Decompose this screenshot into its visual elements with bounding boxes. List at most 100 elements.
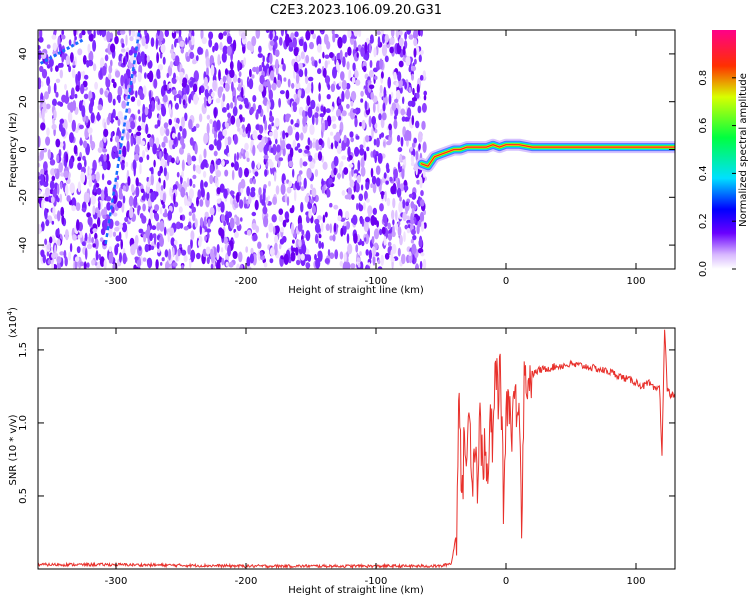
noise-speck: [175, 30, 180, 34]
noise-speck: [61, 34, 66, 40]
noise-speck: [148, 218, 151, 226]
noise-speck: [280, 226, 284, 233]
noise-speck: [350, 100, 354, 107]
noise-speck: [284, 193, 288, 203]
noise-speck: [267, 124, 272, 131]
noise-speck: [408, 87, 412, 93]
noise-speck: [254, 199, 259, 211]
noise-speck: [87, 127, 93, 134]
noise-speck: [315, 139, 320, 151]
noise-speck: [107, 43, 112, 55]
noise-speck: [358, 30, 362, 37]
noise-speck: [135, 131, 142, 136]
noise-speck: [309, 161, 315, 169]
noise-speck: [225, 122, 230, 129]
noise-speck: [68, 65, 72, 73]
noise-speck: [420, 212, 424, 221]
noise-speck: [72, 234, 77, 241]
noise-speck: [116, 127, 120, 136]
noise-speck: [406, 219, 412, 224]
noise-speck: [361, 119, 366, 130]
noise-speck: [333, 167, 337, 176]
noise-speck: [385, 162, 390, 171]
noise-speck: [126, 140, 130, 153]
noise-speck: [377, 152, 383, 164]
noise-speck: [324, 258, 330, 264]
noise-speck: [125, 34, 128, 46]
noise-speck: [391, 102, 397, 111]
noise-speck: [77, 181, 82, 193]
noise-speck: [363, 220, 369, 233]
noise-speck: [279, 90, 285, 95]
noise-speck: [359, 147, 365, 156]
noise-speck: [245, 150, 249, 159]
noise-speck: [81, 30, 86, 36]
noise-speck: [170, 227, 175, 236]
noise-speck: [291, 222, 295, 235]
noise-speck: [307, 201, 313, 210]
noise-speck: [290, 32, 295, 40]
noise-speck: [286, 186, 292, 194]
snr-scale-close: ): [8, 307, 19, 311]
noise-speck: [258, 64, 263, 73]
noise-speck: [374, 75, 378, 80]
noise-speck: [129, 36, 134, 42]
noise-speck: [103, 219, 108, 231]
noise-speck: [337, 215, 342, 222]
noise-speck: [305, 54, 310, 64]
noise-speck: [245, 126, 249, 134]
noise-streak: [39, 38, 85, 65]
colorbar-tick-label: 0.2: [698, 213, 709, 229]
noise-speck: [222, 75, 227, 83]
noise-speck: [100, 189, 105, 202]
noise-speck: [231, 169, 235, 181]
noise-speck: [99, 161, 102, 167]
noise-speck: [157, 30, 160, 36]
noise-speck: [347, 46, 352, 56]
noise-speck: [189, 81, 194, 88]
noise-speck: [412, 30, 419, 40]
noise-speck: [55, 65, 59, 72]
noise-speck: [51, 220, 55, 225]
noise-speck: [281, 139, 286, 150]
noise-speck: [352, 62, 356, 72]
noise-speck: [113, 212, 118, 217]
noise-speck: [411, 97, 418, 102]
noise-speck: [191, 155, 196, 161]
noise-speck: [265, 30, 270, 34]
noise-speck: [292, 104, 297, 113]
noise-speck: [53, 82, 57, 94]
noise-speck: [154, 191, 159, 197]
noise-speck: [195, 123, 200, 129]
noise-speck: [314, 169, 319, 177]
y-tick-label: 40: [18, 48, 29, 61]
noise-speck: [90, 112, 95, 124]
noise-speck: [77, 71, 81, 82]
noise-speck: [122, 145, 127, 158]
noise-speck: [299, 157, 303, 168]
x-tick-label: -200: [235, 576, 258, 587]
noise-speck: [97, 147, 103, 154]
noise-speck: [278, 157, 284, 162]
noise-speck: [200, 30, 204, 40]
noise-speck: [206, 191, 210, 201]
noise-speck: [274, 225, 280, 234]
noise-speck: [156, 222, 161, 231]
noise-speck: [47, 259, 51, 265]
noise-speck: [420, 190, 424, 197]
noise-speck: [179, 243, 182, 248]
noise-speck: [206, 66, 209, 78]
noise-speck: [168, 103, 172, 115]
noise-speck: [373, 228, 380, 240]
noise-speck: [341, 79, 347, 91]
noise-speck: [417, 220, 422, 228]
noise-speck: [156, 241, 160, 249]
noise-speck: [157, 98, 160, 105]
noise-speck: [386, 197, 391, 207]
noise-speck: [282, 130, 286, 140]
noise-speck: [38, 162, 41, 168]
noise-speck: [133, 165, 136, 177]
noise-speck: [215, 159, 221, 166]
noise-speck: [314, 253, 317, 261]
noise-speck: [97, 200, 101, 211]
